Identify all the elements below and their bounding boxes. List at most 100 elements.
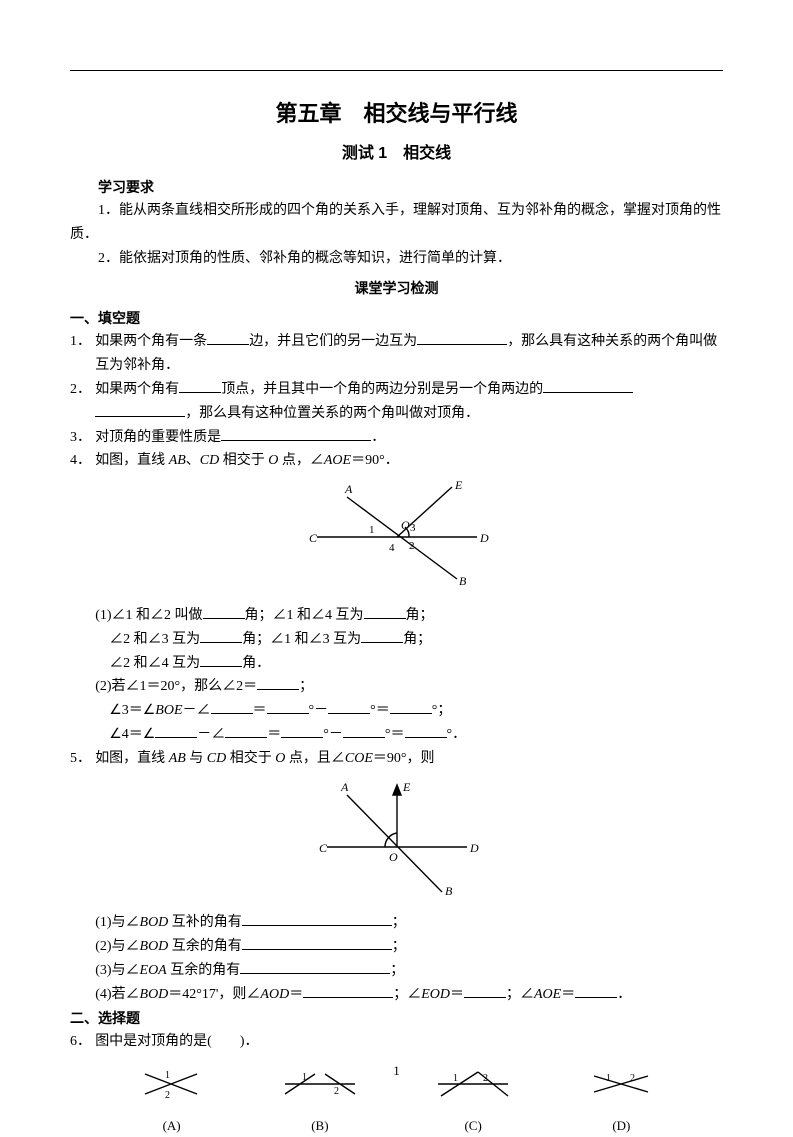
blank (95, 402, 185, 417)
q5-sub: (1)与∠BOD 互补的角有； (2)与∠BOD 互余的角有； (3)与∠EOA… (70, 911, 723, 1006)
blank (257, 675, 299, 690)
question-2: 2． 如果两个角有 顶点，并且其中一个角的两边分别是另一个角两边的 ，那么具有这种… (70, 378, 723, 426)
q42-l3: ∠4＝∠ (109, 727, 155, 742)
q5s-l4f: ；∠ (506, 987, 534, 1002)
q5s-l4b: ＝42°17'，则∠ (168, 987, 260, 1002)
q5-coe: COE (345, 751, 373, 766)
lbl-O5: O (389, 850, 398, 864)
q42-eq1: ＝ (253, 703, 267, 718)
choice-A-label: (A) (137, 1115, 207, 1137)
q5-cd: CD (207, 751, 226, 766)
q2-body: 如果两个角有 顶点，并且其中一个角的两边分别是另一个角两边的 ，那么具有这种位置关… (95, 378, 723, 426)
lbl-2: 2 (409, 540, 415, 552)
q3-body: 对顶角的重要性质是． (95, 426, 723, 450)
q5s-aoe2: AOE (534, 987, 561, 1002)
q5s-eod: EOD (421, 987, 450, 1002)
q5s-bod4: BOD (140, 987, 169, 1002)
question-4: 4． 如图，直线 AB、CD 相交于 O 点，∠AOE＝90°． (70, 449, 723, 473)
q5-e: ＝90°，则 (373, 751, 435, 766)
q5s-bod2: BOD (140, 939, 169, 954)
blank (281, 723, 323, 738)
q1-num: 1． (70, 330, 95, 378)
q2-a: 如果两个角有 (95, 382, 179, 397)
blank (155, 723, 197, 738)
figure-5: A B C D E O (70, 777, 723, 906)
q5s-l4e: ＝ (450, 987, 464, 1002)
test-title: 测试 1 相交线 (70, 140, 723, 167)
blank (200, 628, 242, 643)
q42-dot: ． (452, 727, 466, 742)
lbl-D5: D (469, 841, 479, 855)
q42-eq3: ＝ (267, 727, 281, 742)
lbl-E5: E (402, 780, 411, 794)
lbl-B5: B (445, 884, 453, 897)
q42-pre: (2)若∠1＝20°，那么∠2＝ (95, 679, 257, 694)
blank (361, 628, 403, 643)
q42-eq4: ＝ (391, 727, 405, 742)
blank (225, 723, 267, 738)
q5s-l1a: (1)与∠ (95, 915, 139, 930)
q4-a: 如图，直线 (95, 453, 169, 468)
blank (575, 983, 617, 998)
q4-sub: (1)∠1 和∠2 叫做角；∠1 和∠4 互为角； ∠2 和∠3 互为角；∠1 … (70, 604, 723, 747)
q2-b: 顶点，并且其中一个角的两边分别是另一个角两边的 (221, 382, 543, 397)
q42-boe: BOE (155, 703, 182, 718)
lbl-O: O (401, 518, 410, 532)
question-1: 1． 如果两个角有一条边，并且它们的另一边互为，那么具有这种关系的两个角叫做互为… (70, 330, 723, 378)
blank (200, 652, 242, 667)
section-2-heading: 二、选择题 (70, 1007, 723, 1031)
q5s-l4c: ＝ (289, 987, 303, 1002)
q5s-l4d: ；∠ (393, 987, 421, 1002)
classroom-heading: 课堂学习检测 (70, 277, 723, 301)
q4-sub-body: (1)∠1 和∠2 叫做角；∠1 和∠4 互为角； ∠2 和∠3 互为角；∠1 … (95, 604, 723, 747)
q4-cd: CD (200, 453, 219, 468)
lbl-3: 3 (410, 522, 416, 534)
q5s-aod: AOD (260, 987, 289, 1002)
q5s-l2c: ； (392, 939, 406, 954)
figure-5-svg: A B C D E O (307, 777, 487, 897)
q1-a: 如果两个角有一条 (95, 334, 207, 349)
lbl-C5: C (319, 841, 328, 855)
question-6: 6． 图中是对顶角的是( )． (70, 1030, 723, 1054)
q5-c: 相交于 (226, 751, 275, 766)
q42-l3b: －∠ (197, 727, 225, 742)
question-3: 3． 对顶角的重要性质是． (70, 426, 723, 450)
blank (240, 959, 390, 974)
q2-c: ，那么具有这种位置关系的两个角叫做对顶角． (185, 406, 479, 421)
q5s-l1b: 互补的角有 (168, 915, 242, 930)
q5s-bod1: BOD (140, 915, 169, 930)
choice-D-label: (D) (586, 1115, 656, 1137)
q42-l2: ∠3＝∠ (109, 703, 155, 718)
lbl-A: A (344, 482, 353, 496)
q41-l2a: ∠2 和∠3 互为 (109, 632, 200, 647)
q41-l2b: 角；∠1 和∠3 互为 (242, 632, 361, 647)
q41-l3b: 角． (242, 656, 270, 671)
blank (303, 983, 393, 998)
page: 第五章 相交线与平行线 测试 1 相交线 学习要求 1．能从两条直线相交所形成的… (0, 0, 793, 1122)
blank (343, 723, 385, 738)
q5-sub-body: (1)与∠BOD 互补的角有； (2)与∠BOD 互余的角有； (3)与∠EOA… (95, 911, 723, 1006)
blank (543, 378, 633, 393)
blank (242, 935, 392, 950)
blank (364, 604, 406, 619)
question-5: 5． 如图，直线 AB 与 CD 相交于 O 点，且∠COE＝90°，则 (70, 747, 723, 771)
q2-num: 2． (70, 378, 95, 426)
blank (417, 330, 507, 345)
study-p2: 2．能依据对顶角的性质、邻补角的概念等知识，进行简单的计算． (70, 247, 723, 271)
q41-pre: (1)∠1 和∠2 叫做 (95, 608, 202, 623)
lbl-B: B (459, 574, 467, 588)
lbl-E: E (454, 479, 463, 492)
section-1-heading: 一、填空题 (70, 307, 723, 331)
figure-4: A B C D E O 1 2 3 4 (70, 479, 723, 598)
q4-num: 4． (70, 449, 95, 473)
q5s-l3b: 互余的角有 (167, 963, 241, 978)
blank (207, 330, 249, 345)
q4-o: O (268, 453, 278, 468)
q4-b: 、 (186, 453, 200, 468)
q4-aoe: AOE (324, 453, 351, 468)
q5s-l3c: ； (390, 963, 404, 978)
choice-B-label: (B) (280, 1115, 360, 1137)
q1-b: 边，并且它们的另一边互为 (249, 334, 417, 349)
q5s-eoa: EOA (140, 963, 167, 978)
svg-text:2: 2 (334, 1086, 339, 1097)
